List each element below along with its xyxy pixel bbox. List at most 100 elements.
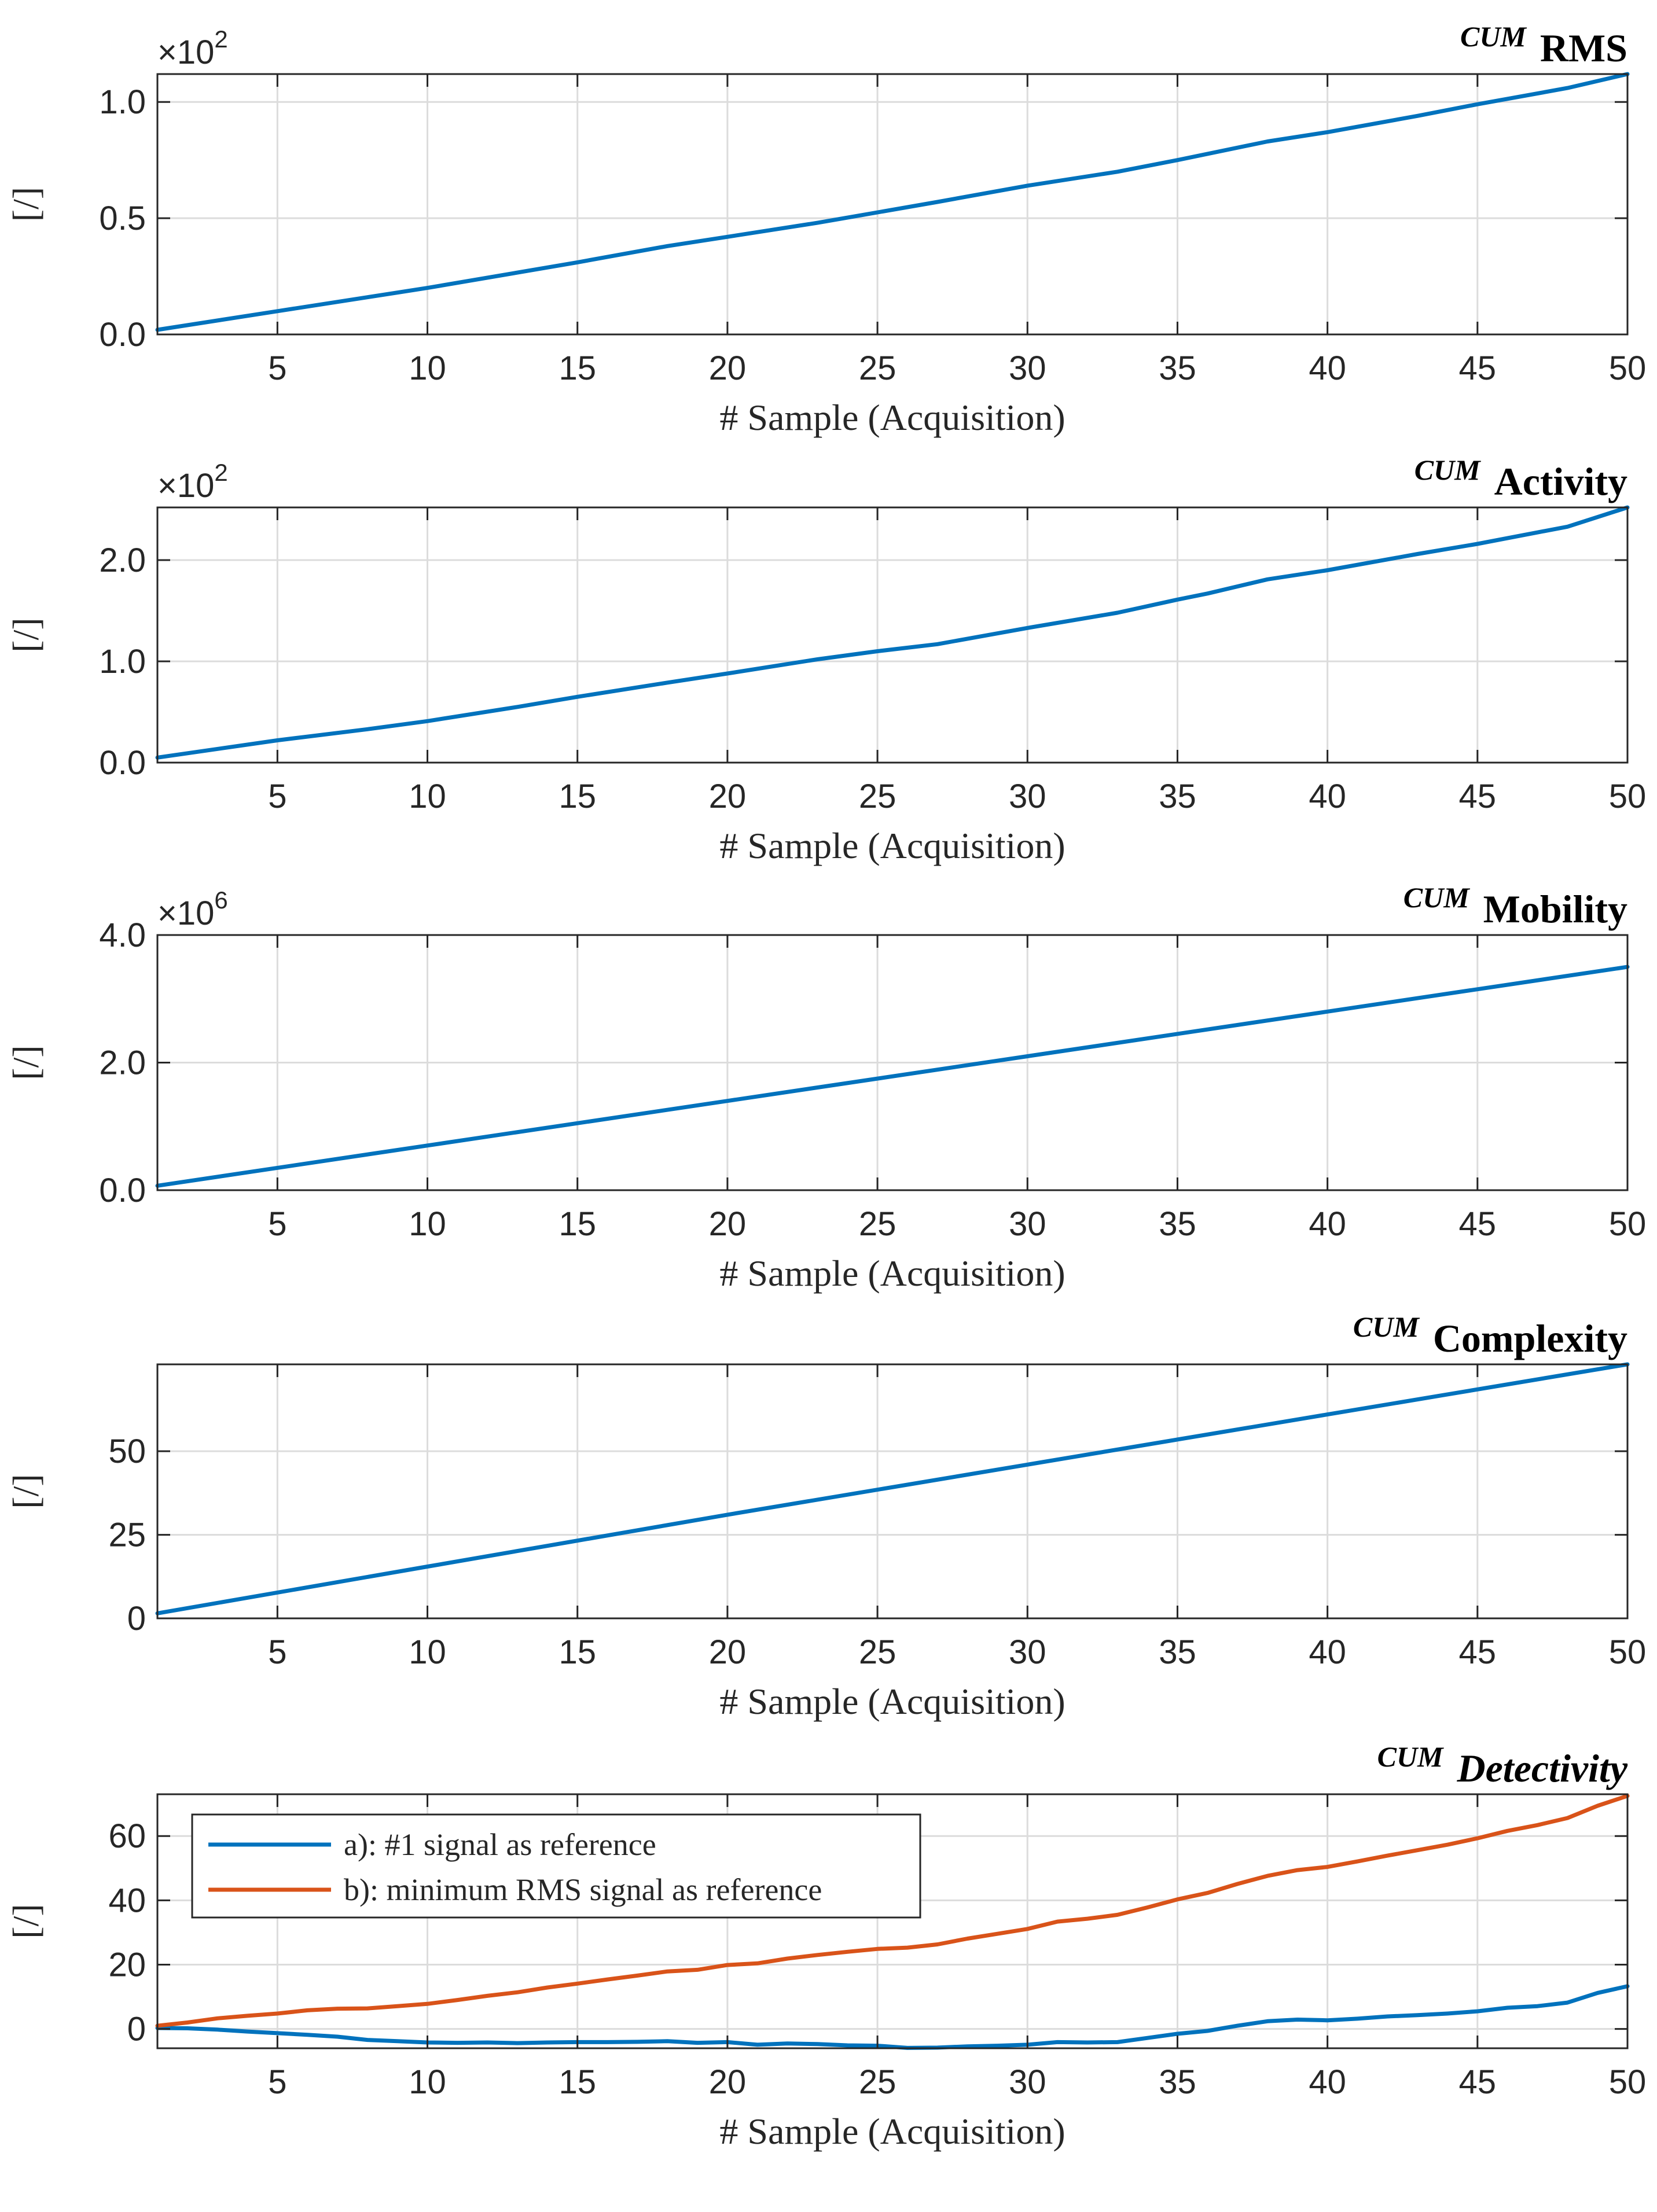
x-tick-label: 35 — [1159, 349, 1196, 387]
exponent-base: ×10 — [157, 467, 214, 505]
x-tick-label: 5 — [268, 2063, 286, 2101]
y-axis-label: [/] — [5, 187, 46, 222]
x-tick-label: 45 — [1459, 349, 1497, 387]
x-tick-label: 5 — [268, 1633, 286, 1671]
tick-marks — [157, 74, 1629, 336]
exponent-power: 6 — [214, 886, 227, 914]
title-text: Activity — [1494, 459, 1627, 503]
title-superscript: CUM — [1353, 1311, 1420, 1343]
x-tick-label: 15 — [559, 2063, 596, 2101]
x-tick-label: 35 — [1159, 778, 1196, 815]
x-tick-label: 45 — [1459, 2063, 1497, 2101]
x-tick-label: 20 — [709, 2063, 747, 2101]
series-line-2 — [155, 1794, 1630, 2028]
y-tick-label: 4.0 — [99, 917, 146, 954]
title-text: RMS — [1540, 26, 1627, 70]
exponent-label: ×102 — [157, 25, 228, 71]
x-tick-label: 35 — [1159, 2063, 1196, 2101]
x-axis-label: # Sample (Acquisition) — [719, 1681, 1065, 1722]
subplot-4: 5 10 15 20 25 30 35 40 45 50 0 25 50 # Sample (Acquis… — [5, 1311, 1646, 1722]
subplot-title: CUM Detectivity — [1377, 1740, 1628, 1790]
series-line-1 — [155, 1984, 1630, 2050]
y-tick-label: 2.0 — [99, 1044, 146, 1082]
x-tick-label: 10 — [409, 778, 446, 815]
x-tick-label: 35 — [1159, 1633, 1196, 1671]
y-tick-label: 25 — [108, 1517, 146, 1554]
x-tick-label: 20 — [709, 778, 747, 815]
exponent-base: ×10 — [157, 34, 214, 71]
tick-marks — [157, 507, 1629, 764]
subplot-title: CUM Activity — [1414, 454, 1627, 503]
y-axis-label: [/] — [5, 1045, 46, 1080]
y-tick-label: 0.0 — [99, 744, 146, 782]
x-tick-label: 40 — [1309, 2063, 1346, 2101]
y-tick-label: 60 — [108, 1817, 146, 1855]
x-tick-label: 30 — [1009, 778, 1046, 815]
title-superscript: CUM — [1377, 1740, 1444, 1773]
subplot-1: 5 10 15 20 25 30 35 40 45 50 0.0 0.5 1.0 # Sample (Ac… — [5, 20, 1646, 438]
y-tick-label: 50 — [108, 1433, 146, 1470]
x-tick-label: 15 — [559, 1205, 596, 1243]
tick-marks — [157, 1364, 1629, 1620]
y-axis-label: [/] — [5, 617, 46, 652]
x-tick-label: 40 — [1309, 349, 1346, 387]
series-line-1 — [155, 1362, 1630, 1615]
x-tick-label: 20 — [709, 349, 747, 387]
axes-box — [156, 1793, 1629, 2049]
axes-box — [156, 73, 1629, 336]
y-tick-label: 1.0 — [99, 643, 146, 680]
y-tick-label: 1.0 — [99, 83, 146, 121]
series-line-1 — [155, 505, 1630, 760]
x-tick-label: 5 — [268, 778, 286, 815]
title-text: Complexity — [1433, 1316, 1627, 1360]
x-tick-label: 15 — [559, 349, 596, 387]
x-tick-label: 25 — [859, 1633, 897, 1671]
x-tick-label: 25 — [859, 2063, 897, 2101]
subplot-2: 5 10 15 20 25 30 35 40 45 50 0.0 1.0 2.0 # Sample (Ac… — [5, 454, 1646, 866]
title-superscript: CUM — [1460, 20, 1527, 53]
axes-box — [156, 506, 1629, 764]
y-tick-label: 0.0 — [99, 316, 146, 354]
series-line-1 — [155, 965, 1630, 1188]
x-tick-label: 5 — [268, 349, 286, 387]
y-tick-label: 40 — [108, 1882, 146, 1919]
exponent-label: ×106 — [157, 886, 228, 932]
y-axis-label: [/] — [5, 1904, 46, 1938]
x-tick-label: 50 — [1609, 778, 1647, 815]
title-superscript: CUM — [1404, 881, 1470, 914]
y-axis-label: [/] — [5, 1474, 46, 1508]
x-tick-label: 5 — [268, 1205, 286, 1243]
subplot-title: CUM Complexity — [1353, 1311, 1627, 1360]
y-tick-label: 0 — [127, 1600, 146, 1637]
subplot-title: CUM RMS — [1460, 20, 1627, 70]
x-tick-label: 30 — [1009, 1205, 1046, 1243]
y-tick-label: 0.0 — [99, 1172, 146, 1209]
series-line-1 — [155, 72, 1630, 332]
legend: a): #1 signal as reference b): minimum RM… — [191, 1813, 921, 1919]
exponent-power: 2 — [214, 25, 227, 53]
y-tick-label: 0.5 — [99, 200, 146, 237]
x-axis-label: # Sample (Acquisition) — [719, 397, 1065, 438]
title-text: Mobility — [1483, 887, 1627, 931]
x-tick-label: 45 — [1459, 1633, 1497, 1671]
exponent-power: 2 — [214, 459, 227, 486]
x-tick-label: 20 — [709, 1633, 747, 1671]
x-axis-label: # Sample (Acquisition) — [719, 2111, 1065, 2152]
tick-marks — [157, 1794, 1629, 2048]
x-tick-label: 50 — [1609, 2063, 1647, 2101]
y-tick-label: 0 — [127, 2011, 146, 2048]
exponent-base: ×10 — [157, 895, 214, 932]
x-axis-label: # Sample (Acquisition) — [719, 1253, 1065, 1294]
x-tick-label: 35 — [1159, 1205, 1196, 1243]
subplot-5: 5 10 15 20 25 30 35 40 45 50 0 20 40 60 # Sample (Acqu… — [5, 1740, 1646, 2152]
x-tick-label: 10 — [409, 349, 446, 387]
x-tick-label: 10 — [409, 1633, 446, 1671]
legend-box — [191, 1813, 921, 1919]
x-axis-label: # Sample (Acquisition) — [719, 825, 1065, 866]
x-tick-label: 10 — [409, 2063, 446, 2101]
x-tick-label: 50 — [1609, 349, 1647, 387]
x-tick-label: 40 — [1309, 778, 1346, 815]
x-tick-label: 45 — [1459, 1205, 1497, 1243]
x-tick-label: 40 — [1309, 1205, 1346, 1243]
